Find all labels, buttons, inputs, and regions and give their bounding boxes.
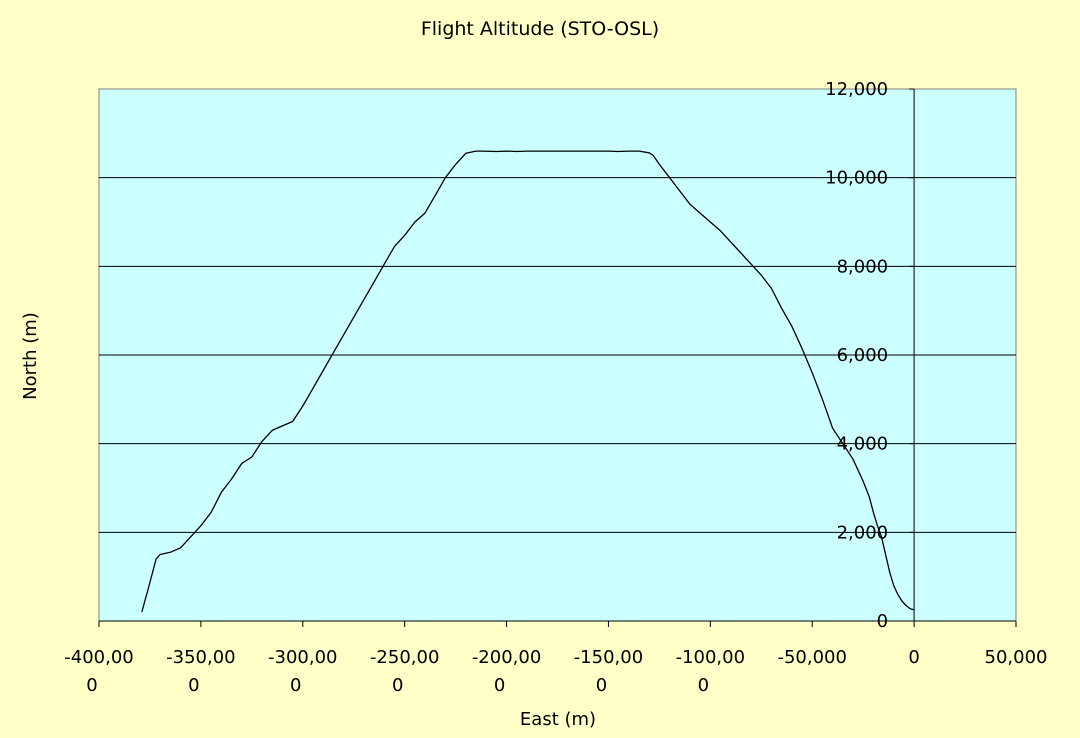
x-tick-label: -250,00 0: [370, 647, 439, 696]
x-tick-label: 0: [908, 647, 919, 668]
plot-area: 0 2,000 4,000 6,000 8,000 10,000 12,000 -400,00…: [64, 79, 1047, 696]
y-tick-label: 6,000: [837, 345, 889, 366]
chart-title: Flight Altitude (STO-OSL): [421, 18, 659, 40]
x-tick-label: -50,000: [777, 647, 846, 668]
y-tick-label: 8,000: [837, 256, 889, 277]
y-axis-label: North (m): [20, 312, 41, 400]
y-tick-label: 4,000: [837, 434, 889, 455]
y-tick-label: 12,000: [825, 79, 888, 100]
x-tick-label: -150,00 0: [574, 647, 643, 696]
x-tick-label: -350,00 0: [166, 647, 235, 696]
y-tick-label: 0: [877, 611, 888, 632]
x-tick-label: -400,00 0: [64, 647, 133, 696]
y-tick-label: 10,000: [825, 168, 888, 189]
x-tick-label: 50,000: [985, 647, 1048, 668]
series-line: [141, 150, 915, 613]
x-tick-label: -300,00 0: [268, 647, 337, 696]
y-tick-label: 2,000: [837, 522, 889, 543]
x-tick-label: -200,00 0: [472, 647, 541, 696]
x-axis-label: East (m): [520, 709, 596, 730]
x-tick-label: -100,00 0: [676, 647, 745, 696]
